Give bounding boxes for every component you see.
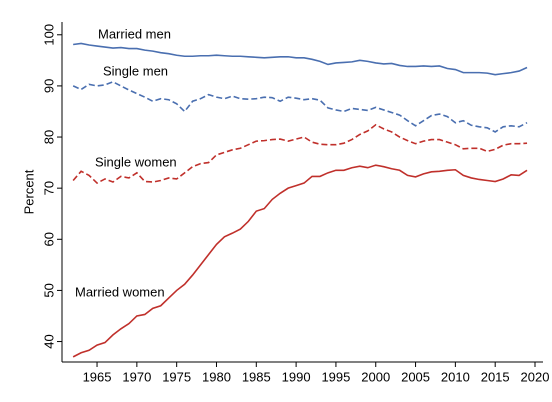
series-label: Single men [103, 63, 168, 78]
x-tick-label: 2005 [401, 369, 430, 384]
y-tick-label: 40 [41, 334, 56, 348]
series-label: Married women [75, 284, 165, 299]
x-tick-label: 1980 [202, 369, 231, 384]
y-tick-label: 100 [41, 24, 56, 46]
y-axis-label: Percent [21, 169, 36, 214]
y-tick-label: 60 [41, 232, 56, 246]
series-label: Single women [95, 154, 177, 169]
x-tick-label: 1995 [321, 369, 350, 384]
x-tick-label: 2000 [361, 369, 390, 384]
y-tick-label: 90 [41, 79, 56, 93]
y-tick-label: 80 [41, 130, 56, 144]
x-tick-label: 1970 [122, 369, 151, 384]
y-tick-label: 50 [41, 283, 56, 297]
x-tick-label: 1965 [83, 369, 112, 384]
x-tick-label: 1990 [282, 369, 311, 384]
series-line [72, 123, 528, 185]
y-tick-label: 70 [41, 181, 56, 195]
x-tick-label: 2010 [441, 369, 470, 384]
x-tick-label: 2020 [521, 369, 550, 384]
x-tick-label: 1975 [162, 369, 191, 384]
series-line [72, 164, 528, 358]
series-label: Married men [98, 26, 171, 41]
series-line [72, 80, 528, 133]
x-tick-label: 1985 [242, 369, 271, 384]
series-line [73, 42, 528, 76]
x-tick-label: 2015 [481, 369, 510, 384]
